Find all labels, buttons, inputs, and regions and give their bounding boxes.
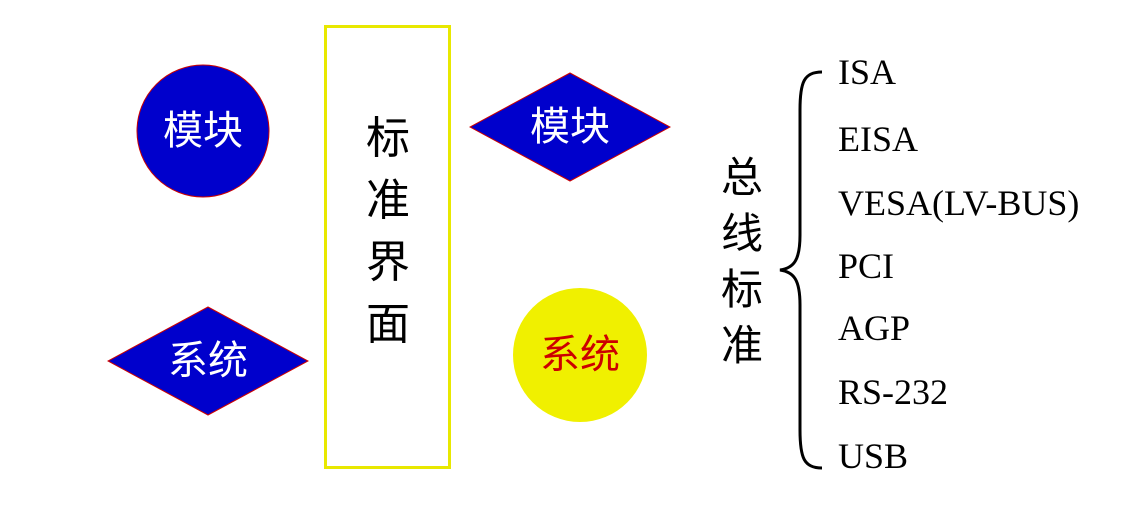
interface-char: 面 bbox=[366, 299, 410, 350]
bus-standard-char: 标 bbox=[720, 265, 763, 314]
module-circle-left: 模块 bbox=[135, 63, 271, 199]
bus-standard-char: 总 bbox=[720, 153, 763, 202]
bus-standard-char: 准 bbox=[720, 321, 763, 370]
circle-shape bbox=[136, 64, 270, 198]
circle-shape bbox=[513, 288, 647, 422]
diamond-shape bbox=[469, 72, 671, 182]
standard-interface-label: 标 准 界 面 bbox=[360, 117, 416, 347]
diamond-shape bbox=[107, 306, 309, 416]
system-label-left: 系统 bbox=[168, 338, 248, 384]
interface-char: 标 bbox=[366, 113, 410, 164]
system-circle-right: 系统 bbox=[512, 287, 648, 423]
module-label-left: 模块 bbox=[163, 108, 243, 154]
bus-item-pci: PCI bbox=[838, 246, 895, 286]
standard-interface-box bbox=[324, 25, 451, 469]
bus-item-isa: ISA bbox=[838, 52, 897, 92]
bus-standard-label: 总 线 标 准 bbox=[716, 157, 768, 367]
interface-char: 界 bbox=[366, 237, 410, 288]
system-label-right: 系统 bbox=[540, 332, 620, 378]
system-diamond-left: 系统 bbox=[107, 306, 309, 416]
module-diamond-right: 模块 bbox=[469, 72, 671, 182]
bus-item-rs232: RS-232 bbox=[838, 372, 949, 412]
bus-standard-char: 线 bbox=[720, 209, 763, 258]
curly-brace bbox=[779, 70, 823, 470]
interface-char: 准 bbox=[366, 175, 410, 226]
bus-item-usb: USB bbox=[838, 436, 909, 476]
bus-item-vesa: VESA(LV-BUS) bbox=[838, 183, 1080, 223]
bus-item-eisa: EISA bbox=[838, 119, 918, 159]
bus-item-agp: AGP bbox=[838, 308, 911, 348]
module-label-right: 模块 bbox=[530, 104, 610, 150]
